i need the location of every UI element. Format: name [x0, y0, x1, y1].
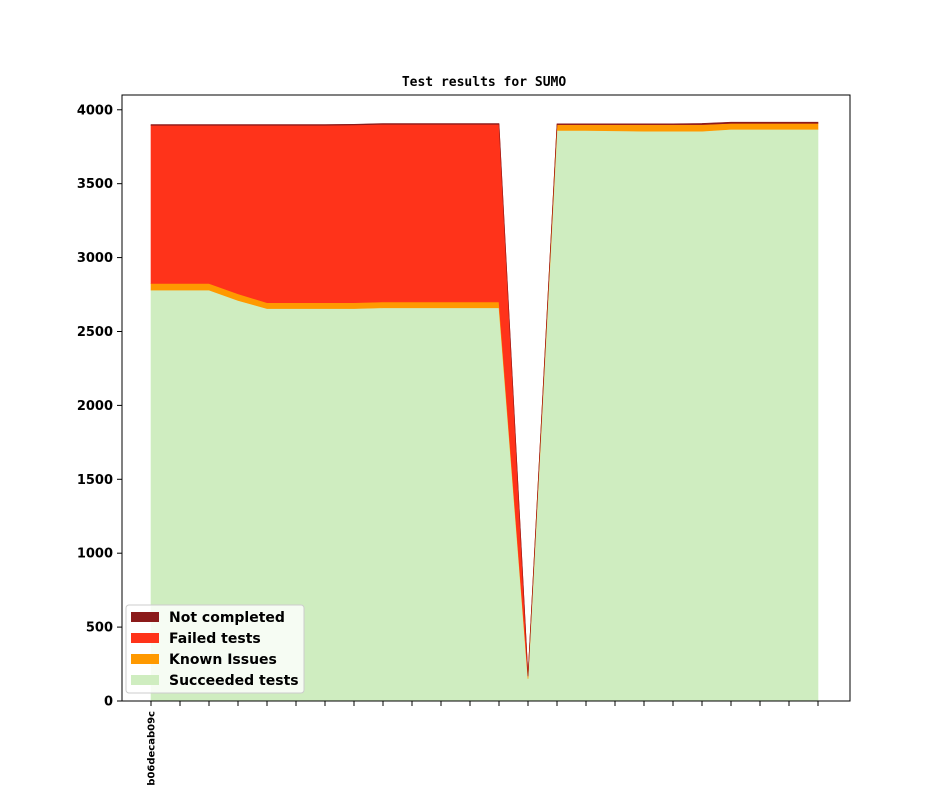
y-axis: 0 500 1000 1500 2000 2500 3000 3500 4000 [77, 103, 122, 710]
legend-label: Known Issues [169, 652, 277, 668]
y-tick-label: 3000 [77, 251, 113, 266]
y-tick-label: 1000 [77, 547, 113, 562]
legend-box [125, 604, 305, 694]
legend-swatch [131, 675, 159, 685]
y-tick-label: 0 [104, 695, 113, 710]
x-axis: b06decab09c [147, 701, 819, 786]
y-tick-label: 3500 [77, 177, 113, 192]
legend-label: Failed tests [169, 631, 261, 647]
legend-swatch [131, 633, 159, 643]
y-tick-label: 1500 [77, 473, 113, 488]
y-tick-label: 4000 [77, 103, 113, 118]
legend-swatch [131, 654, 159, 664]
area-not-completed [150, 121, 819, 676]
legend-label: Not completed [169, 610, 285, 626]
y-tick-label: 500 [86, 621, 113, 636]
y-tick-label: 2000 [77, 399, 113, 414]
x-tick-label: b06decab09c [147, 711, 158, 786]
chart-title: Test results for SUMO [402, 75, 567, 90]
legend-swatch [131, 612, 159, 622]
axes-frame [121, 94, 851, 702]
y-tick-label: 2500 [77, 325, 113, 340]
legend: Not completed Failed tests Known Issues Suc… [125, 604, 305, 694]
legend-label: Succeeded tests [169, 673, 299, 689]
